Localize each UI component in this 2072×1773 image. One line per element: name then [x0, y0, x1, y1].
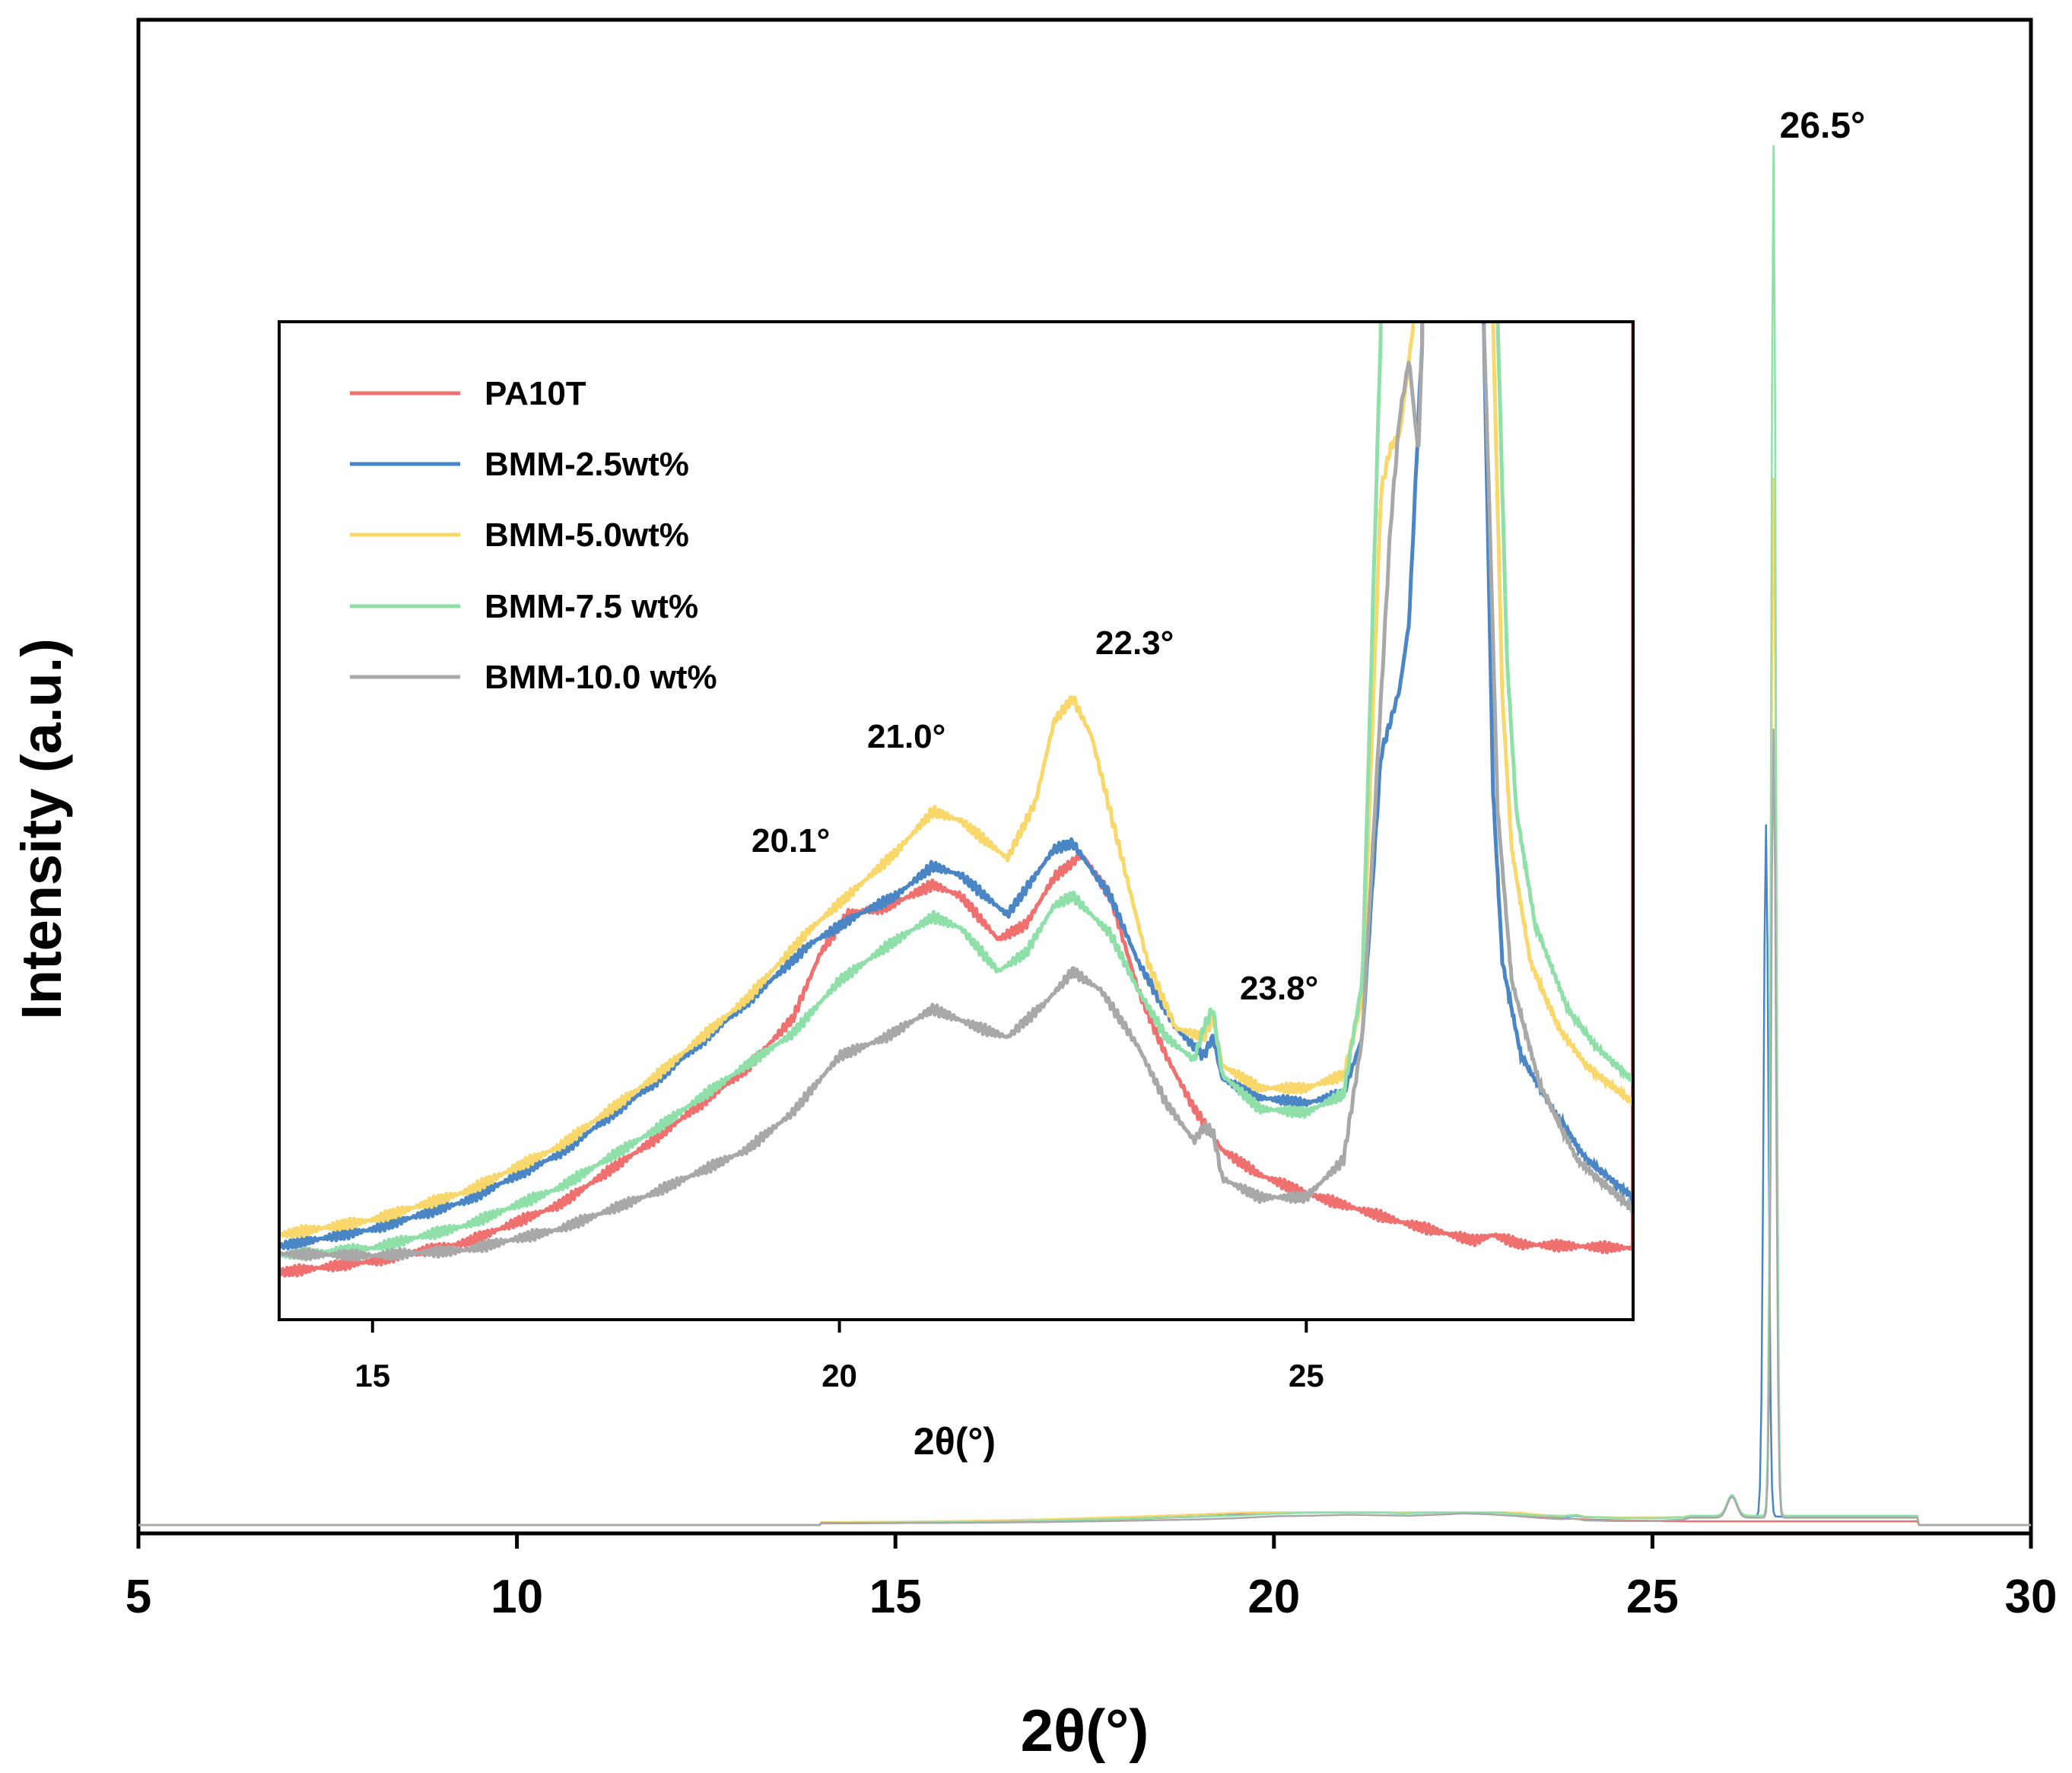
legend-label-bmm-5-0: BMM-5.0wt% [485, 516, 689, 554]
legend-label-pa10t: PA10T [485, 375, 586, 412]
inset-series-tail-3 [1495, 323, 1632, 1086]
annotation-21-0: 21.0° [867, 718, 945, 755]
inset-series-tail-2 [1491, 323, 1632, 1106]
annotation-23-8: 23.8° [1240, 970, 1318, 1007]
annotation-26-5: 26.5° [1780, 106, 1866, 146]
main-x-tick-label-4: 25 [1626, 1571, 1679, 1623]
inset-x-axis-title: 2θ(°) [914, 1420, 996, 1463]
inset-x-tick-label-0: 15 [354, 1358, 390, 1393]
inset-x-ticks: 15 20 25 [354, 1320, 1324, 1393]
main-x-axis-title: 2θ(°) [1021, 1697, 1149, 1764]
legend: PA10T BMM-2.5wt% BMM-5.0wt% BMM-7.5 wt% … [350, 375, 717, 696]
inset-series-line-4 [281, 323, 1425, 1263]
inset-series-tail-1 [1482, 323, 1632, 1205]
main-x-ticks: 5 10 15 20 25 30 [126, 1533, 2058, 1623]
main-series-group [138, 145, 2031, 1527]
main-x-tick-label-5: 30 [2005, 1571, 2058, 1623]
main-x-tick-label-0: 5 [126, 1571, 151, 1623]
main-series-line-4 [138, 728, 2031, 1527]
inset-series-line-2 [281, 323, 1416, 1239]
inset-x-tick-label-1: 20 [821, 1358, 857, 1393]
main-plot-frame [136, 17, 2033, 1536]
inset-series-tail-4 [1482, 324, 1632, 1213]
annotation-22-3: 22.3° [1095, 624, 1174, 662]
annotation-20-1: 20.1° [752, 822, 830, 859]
main-y-axis-title: Intensity (a.u.) [10, 638, 73, 1020]
legend-label-bmm-7-5: BMM-7.5 wt% [485, 588, 698, 625]
inset-series-group [281, 323, 1632, 1278]
legend-label-bmm-2-5: BMM-2.5wt% [485, 446, 689, 483]
inset-plot-frame [278, 320, 1635, 1321]
inset-series-line-3 [281, 323, 1383, 1261]
main-x-tick-label-3: 20 [1247, 1571, 1300, 1623]
main-x-tick-label-2: 15 [869, 1571, 922, 1623]
legend-label-bmm-10-0: BMM-10.0 wt% [485, 659, 717, 696]
inset-series-line-0 [281, 323, 1632, 1278]
main-x-tick-label-1: 10 [491, 1571, 543, 1623]
inset-x-tick-label-2: 25 [1289, 1358, 1324, 1393]
